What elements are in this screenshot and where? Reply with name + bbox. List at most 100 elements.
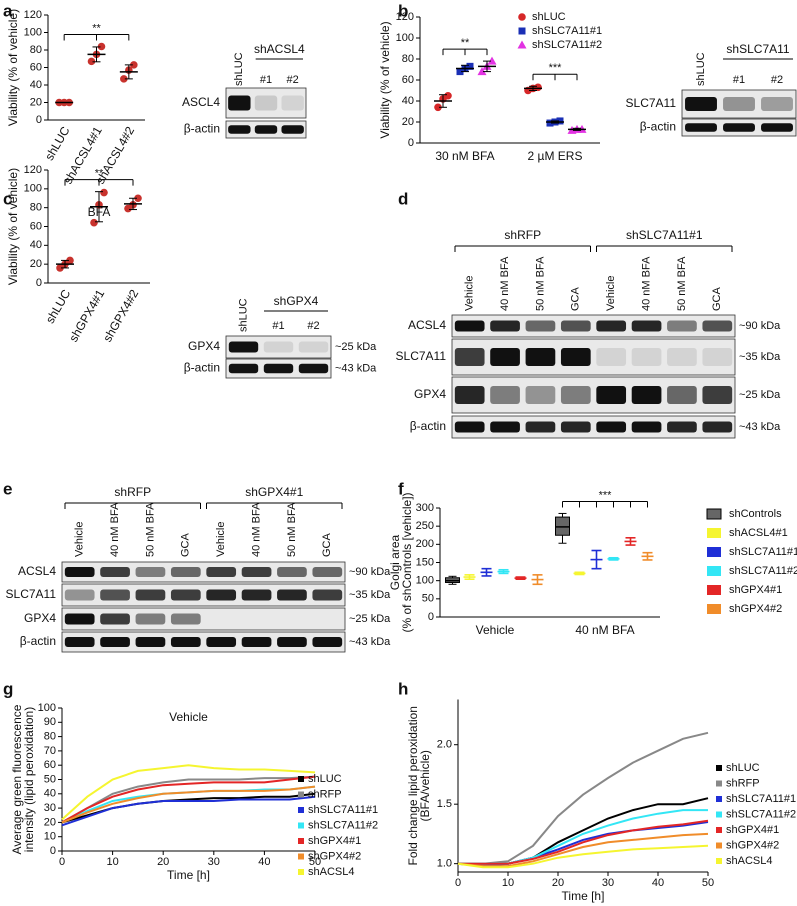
- y-tick-label: 60: [44, 759, 56, 771]
- data-point: [556, 117, 564, 125]
- blot-band: [206, 589, 237, 601]
- blot-band: [277, 637, 307, 647]
- x-tick-label: 10: [502, 877, 514, 889]
- data-point: [87, 57, 96, 66]
- y-axis-label: Viability (% of vehicle): [6, 9, 20, 126]
- data-point: [134, 194, 142, 203]
- x-tick-label: Vehicle: [476, 623, 515, 637]
- series-line: [61, 785, 316, 824]
- y-tick-label: 0: [36, 277, 42, 289]
- legend-swatch: [707, 566, 721, 576]
- legend-swatch: [716, 765, 722, 771]
- x-tick-label: 40: [652, 877, 664, 889]
- blot-band: [100, 567, 130, 577]
- blot-band: [454, 320, 485, 332]
- y-tick-label: 250: [416, 520, 434, 532]
- x-tick-label: 30: [208, 856, 220, 868]
- legend-label: shACSL4: [726, 855, 772, 867]
- blot-strip: [451, 314, 736, 338]
- x-tick-label: 20: [157, 856, 169, 868]
- blot-band: [702, 348, 733, 366]
- y-axis-label: (% of shControls [vehicle]): [400, 492, 414, 632]
- legend-swatch: [298, 776, 304, 782]
- legend-label: shACSL4#1: [729, 527, 788, 539]
- y-tick-label: 80: [44, 731, 56, 743]
- blot-band: [560, 348, 591, 366]
- blot-band: [761, 123, 793, 132]
- legend-swatch: [707, 604, 721, 614]
- lane-label: shLUC: [233, 52, 245, 86]
- blot-band: [596, 348, 627, 366]
- data-point: [90, 218, 98, 227]
- y-tick-label: 0: [408, 137, 414, 149]
- blot-band: [281, 125, 304, 134]
- lane-group-label: shACSL4: [254, 42, 305, 56]
- lane-label: #2: [307, 320, 319, 332]
- blot-band: [135, 637, 166, 647]
- blot-size-label: ~35 kDa: [349, 589, 391, 601]
- series-line: [61, 795, 316, 827]
- blot-size-label: ~25 kDa: [349, 613, 391, 625]
- legend-label: shGPX4#2: [308, 850, 361, 862]
- y-tick-label: 100: [38, 702, 56, 714]
- x-tick-label: 0: [455, 877, 461, 889]
- data-point: [487, 56, 497, 65]
- blot-band: [64, 589, 95, 601]
- blot-band: [454, 421, 485, 433]
- y-tick-label: 1.5: [437, 798, 452, 810]
- blot-band: [723, 123, 755, 132]
- legend-label: shSLC7A11#2: [308, 819, 378, 831]
- x-tick-label: 10: [106, 856, 118, 868]
- lane-label: GCA: [711, 287, 723, 312]
- blot-band: [135, 589, 166, 601]
- legend-swatch: [707, 528, 721, 538]
- data-point: [456, 68, 464, 76]
- legend-swatch: [716, 811, 722, 818]
- panel-letter: a: [3, 1, 13, 20]
- x-tick-label: shLUC: [43, 287, 74, 326]
- blot-band: [560, 421, 591, 433]
- series-line: [61, 764, 316, 821]
- blot-band: [702, 320, 733, 332]
- blot-band: [525, 320, 556, 332]
- x-tick-label: shLUC: [42, 124, 73, 163]
- blot-band: [277, 567, 307, 577]
- legend-swatch: [707, 585, 721, 595]
- blot-size-label: ~43 kDa: [349, 636, 391, 648]
- blot-band: [263, 341, 294, 353]
- x-tick-label: 50: [702, 877, 714, 889]
- y-tick-label: 10: [44, 831, 56, 843]
- blot-row-label: SLC7A11: [6, 587, 57, 601]
- blot-row-label: β-actin: [640, 120, 676, 134]
- legend-swatch: [716, 842, 722, 849]
- data-point: [477, 67, 487, 76]
- legend-marker: [518, 13, 526, 21]
- blot-band: [100, 613, 130, 625]
- lane-group-label: shGPX4#1: [245, 485, 303, 499]
- data-point: [130, 61, 138, 69]
- y-axis-label: Fold change lipid peroxidation: [406, 706, 420, 865]
- blot-band: [596, 421, 627, 433]
- blot-band: [312, 567, 343, 577]
- legend-label: shLUC: [532, 11, 566, 23]
- sig-label: ***: [549, 62, 563, 74]
- y-tick-label: 40: [402, 95, 414, 107]
- legend-label: shGPX4#1: [726, 824, 779, 836]
- blot-band: [685, 123, 717, 132]
- y-tick-label: 60: [30, 61, 42, 73]
- blot-band: [298, 341, 329, 353]
- blot-size-label: ~43 kDa: [739, 421, 781, 433]
- lane-label: Vehicle: [605, 276, 617, 311]
- panel-letter: c: [3, 189, 12, 208]
- blot-row-label: ACSL4: [18, 564, 56, 578]
- lane-label: shLUC: [237, 298, 249, 332]
- blot-band: [170, 567, 201, 577]
- blot-band: [254, 95, 278, 111]
- lane-group-label: shGPX4: [274, 294, 319, 308]
- legend-swatch: [298, 807, 304, 813]
- blot-band: [525, 421, 556, 433]
- lane-label: #1: [272, 320, 284, 332]
- blot-row-label: SLC7A11: [396, 349, 447, 363]
- blot-band: [490, 386, 520, 404]
- lane-label: Vehicle: [215, 522, 227, 557]
